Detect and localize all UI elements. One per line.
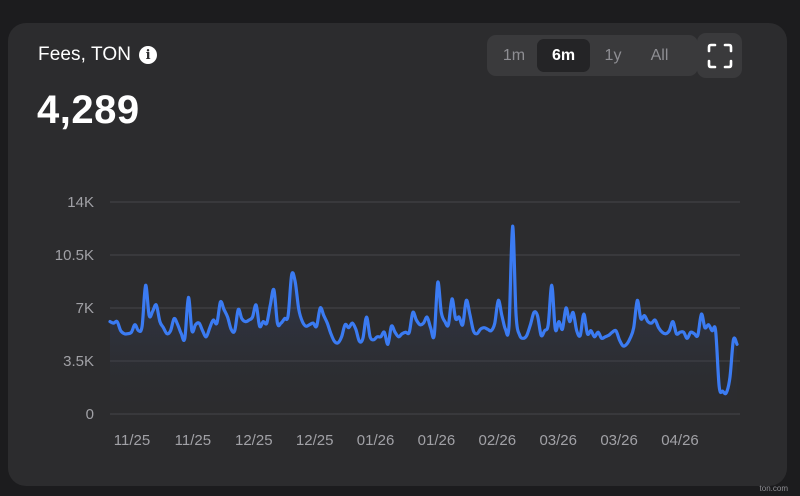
range-option-6m[interactable]: 6m (537, 39, 590, 72)
y-axis: 0 3.5K 7K 10.5K 14K (55, 194, 94, 423)
x-tick-label: 03/26 (600, 432, 638, 449)
y-tick-label: 14K (67, 194, 94, 211)
x-tick-label: 12/25 (235, 432, 273, 449)
series-line (108, 224, 739, 396)
y-tick-label: 0 (86, 406, 94, 423)
x-tick-label: 02/26 (479, 432, 517, 449)
time-range-selector: 1m 6m 1y All (487, 35, 698, 76)
x-tick-label: 04/26 (661, 432, 699, 449)
x-tick-label: 01/26 (357, 432, 395, 449)
expand-button[interactable] (697, 33, 742, 78)
x-tick-label: 11/25 (114, 432, 150, 449)
range-option-all[interactable]: All (650, 46, 669, 64)
x-tick-label: 01/26 (418, 432, 456, 449)
range-option-1m[interactable]: 1m (502, 46, 526, 64)
x-tick-label: 11/25 (175, 432, 211, 449)
x-tick-label: 12/25 (296, 432, 334, 449)
range-option-1y[interactable]: 1y (604, 46, 622, 64)
current-value: 4,289 (37, 88, 140, 132)
y-tick-label: 3.5K (63, 353, 94, 370)
expand-fullscreen-icon (707, 43, 732, 68)
title-row: Fees, TON i (38, 43, 158, 67)
watermark: ton.com (759, 484, 788, 493)
x-axis: 11/25 11/25 12/25 12/25 01/26 01/26 02/26 03/26… (114, 432, 699, 449)
x-tick-label: 03/26 (539, 432, 577, 449)
series-area (110, 226, 737, 414)
info-icon[interactable]: i (139, 46, 158, 64)
chart-title: Fees, TON (38, 44, 132, 65)
y-tick-label: 7K (76, 300, 94, 317)
y-tick-label: 10.5K (55, 247, 94, 264)
